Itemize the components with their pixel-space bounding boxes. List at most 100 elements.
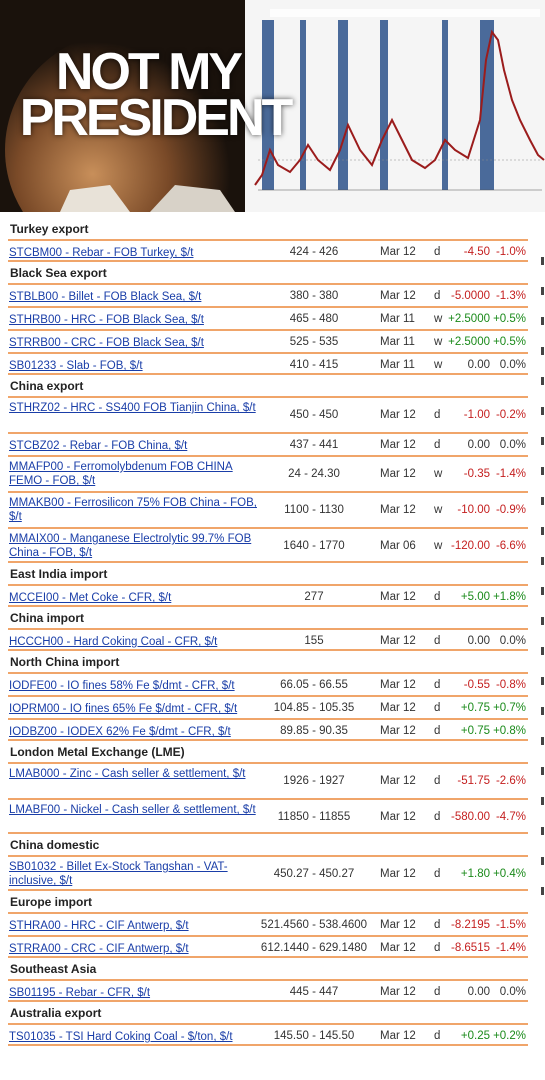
frequency: d xyxy=(434,942,441,954)
percent-change: -1.0% xyxy=(495,246,526,258)
frequency: w xyxy=(434,504,443,516)
section-title: China import xyxy=(10,611,84,625)
frequency: d xyxy=(434,811,441,823)
price-range: 445 - 447 xyxy=(289,986,339,998)
price-change: -0.35 xyxy=(463,468,490,480)
price-row: TS01035 - TSI Hard Coking Coal - $/ton, … xyxy=(8,1023,528,1046)
symbol-link[interactable]: IODBZ00 - IODEX 62% Fe $/dmt - CFR, $/t xyxy=(9,726,231,738)
symbol-link[interactable]: HCCCH00 - Hard Coking Coal - CFR, $/t xyxy=(9,636,218,648)
price-range: 277 xyxy=(304,591,324,603)
frequency: d xyxy=(434,409,441,421)
symbol-link[interactable]: LMABF00 - Nickel - Cash seller & settlem… xyxy=(9,804,256,816)
edge-mark xyxy=(541,647,544,655)
percent-change: -2.6% xyxy=(495,775,526,787)
edge-mark xyxy=(541,767,544,775)
edge-mark xyxy=(541,257,544,265)
symbol-link[interactable]: MCCEI00 - Met Coke - CFR, $/t xyxy=(9,592,172,604)
price-row: STHRZ02 - HRC - SS400 FOB Tianjin China,… xyxy=(8,396,528,432)
price-range: 145.50 - 145.50 xyxy=(273,1030,355,1042)
price-range: 424 - 426 xyxy=(289,246,339,258)
assessment-date: Mar 12 xyxy=(380,635,416,647)
price-row: LMAB000 - Zinc - Cash seller & settlemen… xyxy=(8,762,528,798)
right-edge-strip xyxy=(538,212,545,1080)
price-change: +0.75 xyxy=(460,702,490,714)
frequency: w xyxy=(434,359,443,371)
edge-mark xyxy=(541,677,544,685)
edge-mark xyxy=(541,587,544,595)
frequency: d xyxy=(434,775,441,787)
edge-mark xyxy=(541,737,544,745)
price-row: SB01233 - Slab - FOB, $/t 410 - 415 Mar 11… xyxy=(8,352,528,375)
price-row: IODBZ00 - IODEX 62% Fe $/dmt - CFR, $/t 8… xyxy=(8,718,528,741)
frequency: w xyxy=(434,540,443,552)
percent-change: -1.4% xyxy=(495,942,526,954)
section-title: Southeast Asia xyxy=(10,962,97,976)
symbol-link[interactable]: TS01035 - TSI Hard Coking Coal - $/ton, … xyxy=(9,1031,233,1043)
percent-change: -0.9% xyxy=(495,504,526,516)
price-change: -1.00 xyxy=(463,409,490,421)
symbol-link[interactable]: STCBZ02 - Rebar - FOB China, $/t xyxy=(9,440,188,452)
symbol-link[interactable]: LMAB000 - Zinc - Cash seller & settlemen… xyxy=(9,768,246,780)
symbol-link[interactable]: STRRA00 - CRC - CIF Antwerp, $/t xyxy=(9,943,189,955)
assessment-date: Mar 12 xyxy=(380,591,416,603)
price-range: 521.4560 - 538.4600 xyxy=(260,919,368,931)
symbol-link[interactable]: SB01032 - Billet Ex-Stock Tangshan - VAT… xyxy=(9,861,228,887)
price-row: STHRB00 - HRC - FOB Black Sea, $/t 465 - … xyxy=(8,306,528,329)
price-row: HCCCH00 - Hard Coking Coal - CFR, $/t 155… xyxy=(8,628,528,651)
price-range: 24 - 24.30 xyxy=(288,468,340,480)
price-row: IOPRM00 - IO fines 65% Fe $/dmt - CFR, $… xyxy=(8,695,528,718)
assessment-date: Mar 12 xyxy=(380,725,416,737)
price-range: 380 - 380 xyxy=(289,290,339,302)
assessment-date: Mar 12 xyxy=(380,775,416,787)
frequency: d xyxy=(434,868,441,880)
section: Southeast Asia SB01195 - Rebar - CFR, $/t… xyxy=(8,958,528,1002)
frequency: d xyxy=(434,679,441,691)
edge-mark xyxy=(541,827,544,835)
symbol-link[interactable]: SB01195 - Rebar - CFR, $/t xyxy=(9,987,151,999)
banner-title-line2: PRESIDENT xyxy=(19,89,294,147)
symbol-link[interactable]: STHRB00 - HRC - FOB Black Sea, $/t xyxy=(9,314,204,326)
edge-mark xyxy=(541,437,544,445)
symbol-link[interactable]: STBLB00 - Billet - FOB Black Sea, $/t xyxy=(9,291,202,303)
section: Europe import STHRA00 - HRC - CIF Antwerp… xyxy=(8,891,528,958)
percent-change: -1.5% xyxy=(495,919,526,931)
section: China export STHRZ02 - HRC - SS400 FOB Ti… xyxy=(8,375,528,563)
symbol-link[interactable]: STHRA00 - HRC - CIF Antwerp, $/t xyxy=(9,920,189,932)
percent-change: +0.7% xyxy=(493,702,526,714)
symbol-link[interactable]: IOPRM00 - IO fines 65% Fe $/dmt - CFR, $… xyxy=(9,703,238,715)
symbol-link[interactable]: IODFE00 - IO fines 58% Fe $/dmt - CFR, $… xyxy=(9,680,235,692)
percent-change: +0.5% xyxy=(493,313,526,325)
frequency: d xyxy=(434,702,441,714)
section: North China import IODFE00 - IO fines 58%… xyxy=(8,651,528,741)
price-range: 89.85 - 90.35 xyxy=(280,725,348,737)
assessment-date: Mar 12 xyxy=(380,504,416,516)
price-change: -5.0000 xyxy=(450,290,490,302)
assessment-date: Mar 12 xyxy=(380,811,416,823)
price-change: +0.25 xyxy=(460,1030,490,1042)
frequency: w xyxy=(434,313,443,325)
assessment-date: Mar 12 xyxy=(380,439,416,451)
price-change: -4.50 xyxy=(463,246,490,258)
symbol-link[interactable]: STRRB00 - CRC - FOB Black Sea, $/t xyxy=(9,337,204,349)
section: China domestic SB01032 - Billet Ex-Stock … xyxy=(8,834,528,891)
assessment-date: Mar 12 xyxy=(380,409,416,421)
price-row: STHRA00 - HRC - CIF Antwerp, $/t 521.4560… xyxy=(8,912,528,935)
symbol-link[interactable]: MMAIX00 - Manganese Electrolytic 99.7% F… xyxy=(9,533,252,559)
assessment-date: Mar 12 xyxy=(380,1030,416,1042)
price-change: 0.00 xyxy=(467,635,490,647)
frequency: d xyxy=(434,591,441,603)
price-change: -51.75 xyxy=(457,775,490,787)
symbol-link[interactable]: SB01233 - Slab - FOB, $/t xyxy=(9,360,143,372)
symbol-link[interactable]: MMAFP00 - Ferromolybdenum FOB CHINA FEMO… xyxy=(9,461,233,487)
section-title: North China import xyxy=(10,655,120,669)
percent-change: -0.8% xyxy=(495,679,526,691)
symbol-link[interactable]: STCBM00 - Rebar - FOB Turkey, $/t xyxy=(9,247,194,259)
price-change: +0.75 xyxy=(460,725,490,737)
frequency: w xyxy=(434,468,443,480)
symbol-link[interactable]: MMAKB00 - Ferrosilicon 75% FOB China - F… xyxy=(9,497,257,523)
price-range: 525 - 535 xyxy=(289,336,339,348)
price-row: STRRB00 - CRC - FOB Black Sea, $/t 525 - … xyxy=(8,329,528,352)
price-row: MMAIX00 - Manganese Electrolytic 99.7% F… xyxy=(8,527,528,563)
symbol-link[interactable]: STHRZ02 - HRC - SS400 FOB Tianjin China,… xyxy=(9,402,256,414)
price-row: STCBM00 - Rebar - FOB Turkey, $/t 424 - 4… xyxy=(8,239,528,262)
